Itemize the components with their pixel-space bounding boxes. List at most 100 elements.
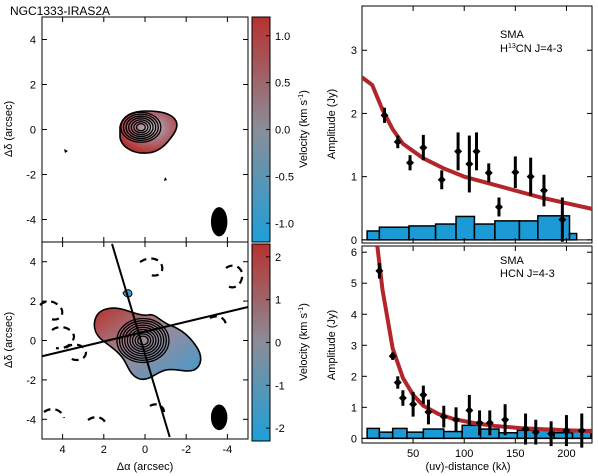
colorbar-tick-label: 2 [275, 252, 281, 264]
histogram-bar [494, 220, 521, 241]
map-xtick-label: 2 [101, 444, 107, 456]
data-point [437, 175, 446, 184]
map-ytick-label: -2 [26, 375, 36, 387]
map-xtick-label: -4 [223, 444, 233, 456]
contour-line [129, 328, 157, 353]
figure-title: NGC1333-IRAS2A [10, 4, 110, 18]
data-point [484, 168, 493, 177]
colorbar-tick-label: 1.0 [275, 31, 290, 43]
data-point [526, 172, 535, 181]
right-xlabel: (uv)-distance (kλ) [426, 461, 511, 473]
data-point [393, 378, 402, 387]
data-point [539, 186, 548, 195]
xtick-label: 200 [557, 448, 575, 460]
negative-contour [51, 326, 76, 350]
ytick-label: 4 [351, 309, 357, 321]
map-ytick-label: 4 [30, 35, 36, 47]
contour-line [118, 320, 167, 361]
top-right-label-line2: H13CN J=4-3 [500, 43, 563, 55]
data-point [511, 168, 520, 177]
map-xtick-label: 0 [142, 444, 148, 456]
negative-contour [43, 408, 66, 419]
histogram-bar [568, 232, 578, 241]
left-top-ylabel: Δδ (arcsec) [3, 101, 15, 157]
negative-contour [149, 403, 166, 413]
bottom-colorbar: 2 1 0 -1 -2 Velocity (km s-1) [251, 243, 310, 442]
negative-contour [209, 315, 228, 327]
bottom-colorbar-label: Velocity (km s-1) [298, 303, 310, 381]
data-point [452, 415, 461, 424]
ytick-label: 1 [351, 402, 357, 414]
contour-line [135, 123, 146, 132]
bottom-right-frame [361, 245, 593, 444]
bottom-left-disk-axis [41, 306, 249, 358]
top-left-beam-ellipse [210, 207, 228, 237]
bottom-left-map: 4 2 0 -2 -4 4 2 0 -2 -4 [26, 241, 249, 456]
data-point [439, 412, 448, 421]
histogram-bar [422, 428, 445, 440]
colorbar-tick-label: 1 [275, 295, 281, 307]
contour-line [130, 119, 152, 136]
histogram-bar [553, 432, 574, 440]
map-ytick-label: -4 [26, 414, 36, 426]
data-point [409, 400, 418, 409]
bottom-left-emission-blob [93, 307, 202, 381]
data-point [393, 137, 402, 146]
map-ytick-label: -4 [26, 215, 36, 227]
contour-line [128, 117, 154, 138]
top-left-contour-fragment [64, 149, 68, 153]
colorbar-tick-label: 0 [275, 338, 281, 350]
contour-line [122, 113, 159, 142]
right-top-ylabel: Amplitude (Jy) [326, 89, 338, 159]
map-ytick-label: 0 [30, 336, 36, 348]
colorbar-tick-label: -0.5 [275, 171, 294, 183]
data-point [419, 143, 428, 152]
map-ytick-label: 0 [30, 125, 36, 137]
top-colorbar: 1.0 0.5 0.0 -0.5 -1.0 Velocity (km s-1) [251, 16, 310, 243]
bottom-right-label-line1: SMA [500, 255, 525, 267]
data-point [424, 407, 433, 416]
data-point [465, 160, 474, 168]
map-xtick-label: -2 [181, 444, 191, 456]
histogram-bar [434, 223, 457, 241]
colorbar-tick-label: -2 [275, 423, 285, 435]
histogram-bar [378, 226, 410, 241]
histogram-bar [391, 427, 408, 440]
colorbar-tick-label: 0.5 [275, 78, 290, 90]
colorbar-tick-label: -1.0 [275, 218, 294, 230]
histogram-bar [443, 430, 463, 440]
top-right-frame [361, 5, 593, 244]
data-point [562, 426, 571, 435]
data-point [472, 147, 481, 156]
data-point [485, 418, 494, 427]
data-point [380, 111, 389, 120]
negative-contour [39, 300, 64, 321]
top-left-contour-fragment [164, 177, 167, 181]
data-point [419, 390, 428, 399]
contour-line [120, 111, 162, 143]
bottom-right-plot: SMA HCN J=4-3 0 1 2 3 4 5 6 50 100 150 200 [351, 245, 593, 460]
model-curve [375, 245, 593, 434]
ytick-label: 6 [351, 247, 357, 259]
xtick-label: 150 [506, 448, 524, 460]
negative-contour [87, 416, 108, 427]
negative-contour [65, 343, 88, 362]
map-xtick-label: 4 [60, 444, 66, 456]
histogram-bar [461, 424, 482, 440]
colorbar-tick-label: 0.0 [275, 125, 290, 137]
bottom-left-contours [116, 317, 170, 364]
negative-contour [225, 264, 244, 289]
contour-line [121, 322, 165, 359]
histogram-bar [366, 230, 381, 241]
data-point [558, 215, 567, 224]
histogram-bar [378, 431, 394, 440]
contour-line [125, 115, 157, 140]
bottom-left-outflow-axis [111, 243, 171, 438]
data-point [577, 426, 586, 435]
contour-line [133, 121, 149, 134]
ytick-label: 0 [351, 235, 357, 247]
data-point [398, 394, 407, 403]
right-bottom-ylabel: Amplitude (Jy) [326, 310, 338, 380]
ytick-label: 5 [351, 278, 357, 290]
histogram-bar [518, 220, 539, 241]
